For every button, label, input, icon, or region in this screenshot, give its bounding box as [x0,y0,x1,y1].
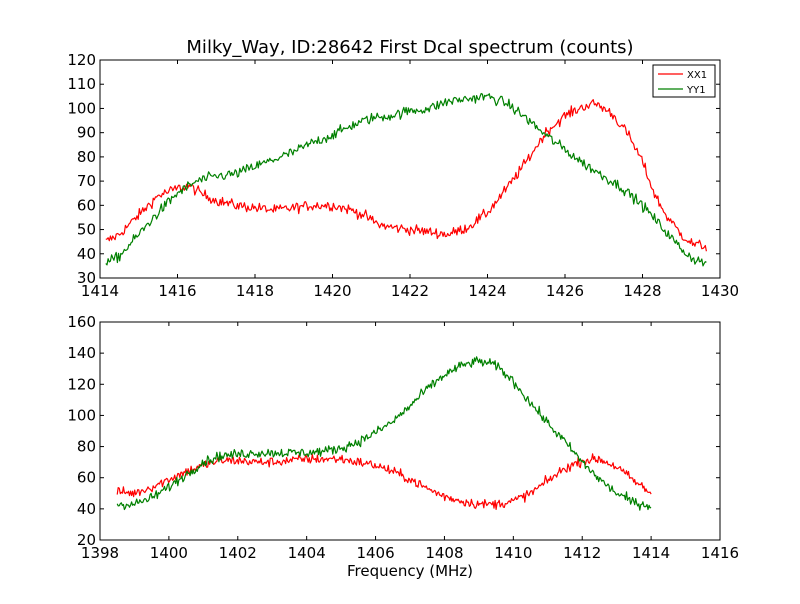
y-tick-label: 90 [77,124,96,142]
x-tick-label: 1426 [546,282,584,300]
x-tick-label: 1410 [494,544,532,562]
y-tick-label: 100 [67,406,96,424]
x-tick-label: 1430 [701,282,739,300]
y-tick-label: 120 [67,375,96,393]
legend-label-xx1: XX1 [687,70,707,81]
x-axis-label: Frequency (MHz) [347,562,473,580]
y-tick-label: 60 [77,196,96,214]
y-tick-label: 120 [67,51,96,69]
y-tick-label: 80 [77,148,96,166]
y-tick-label: 40 [77,500,96,518]
axes-frame [99,59,721,279]
y-tick-label: 30 [77,269,96,287]
series-line-xx1 [105,99,707,252]
y-tick-label: 140 [67,344,96,362]
x-tick-label: 1422 [391,282,429,300]
y-tick-label: 60 [77,469,96,487]
x-tick-label: 1404 [288,544,326,562]
x-tick-label: 1412 [563,544,601,562]
legend-label-yy1: YY1 [686,85,706,96]
x-tick-label: 1424 [468,282,506,300]
series-line-xx1 [116,453,652,510]
series-line-yy1 [116,356,652,511]
series-line-yy1 [105,92,707,267]
x-tick-label: 1400 [150,544,188,562]
legend-box [652,64,716,98]
y-tick-label: 50 [77,221,96,239]
x-tick-label: 1414 [81,282,119,300]
y-tick-label: 160 [67,313,96,331]
chart-title: Milky_Way, ID:28642 First Dcal spectrum … [186,37,633,58]
y-tick-label: 40 [77,245,96,263]
y-tick-label: 110 [67,75,96,93]
series-group [116,356,652,511]
x-tick-label: 1402 [219,544,257,562]
y-tick-label: 20 [77,531,96,549]
x-tick-label: 1418 [236,282,274,300]
panel-2: 1398 1400 1402 1404 1406 1408 1410 1412 1414 1416… [67,313,739,580]
y-tick-label: 70 [77,172,96,190]
x-tick-label: 1406 [356,544,394,562]
x-tick-label: 1398 [81,544,119,562]
x-tick-label: 1420 [313,282,351,300]
x-tick-label: 1416 [701,544,739,562]
series-group [105,92,707,267]
axes-frame [99,321,721,541]
y-tick-label: 100 [67,99,96,117]
x-tick-label: 1416 [158,282,196,300]
x-tick-label: 1414 [632,544,670,562]
y-tick-label: 80 [77,438,96,456]
x-tick-label: 1408 [425,544,463,562]
panel-1: 1414 1416 1418 1420 1422 1424 1426 1428 1430 30 40… [67,51,739,300]
x-tick-label: 1428 [623,282,661,300]
